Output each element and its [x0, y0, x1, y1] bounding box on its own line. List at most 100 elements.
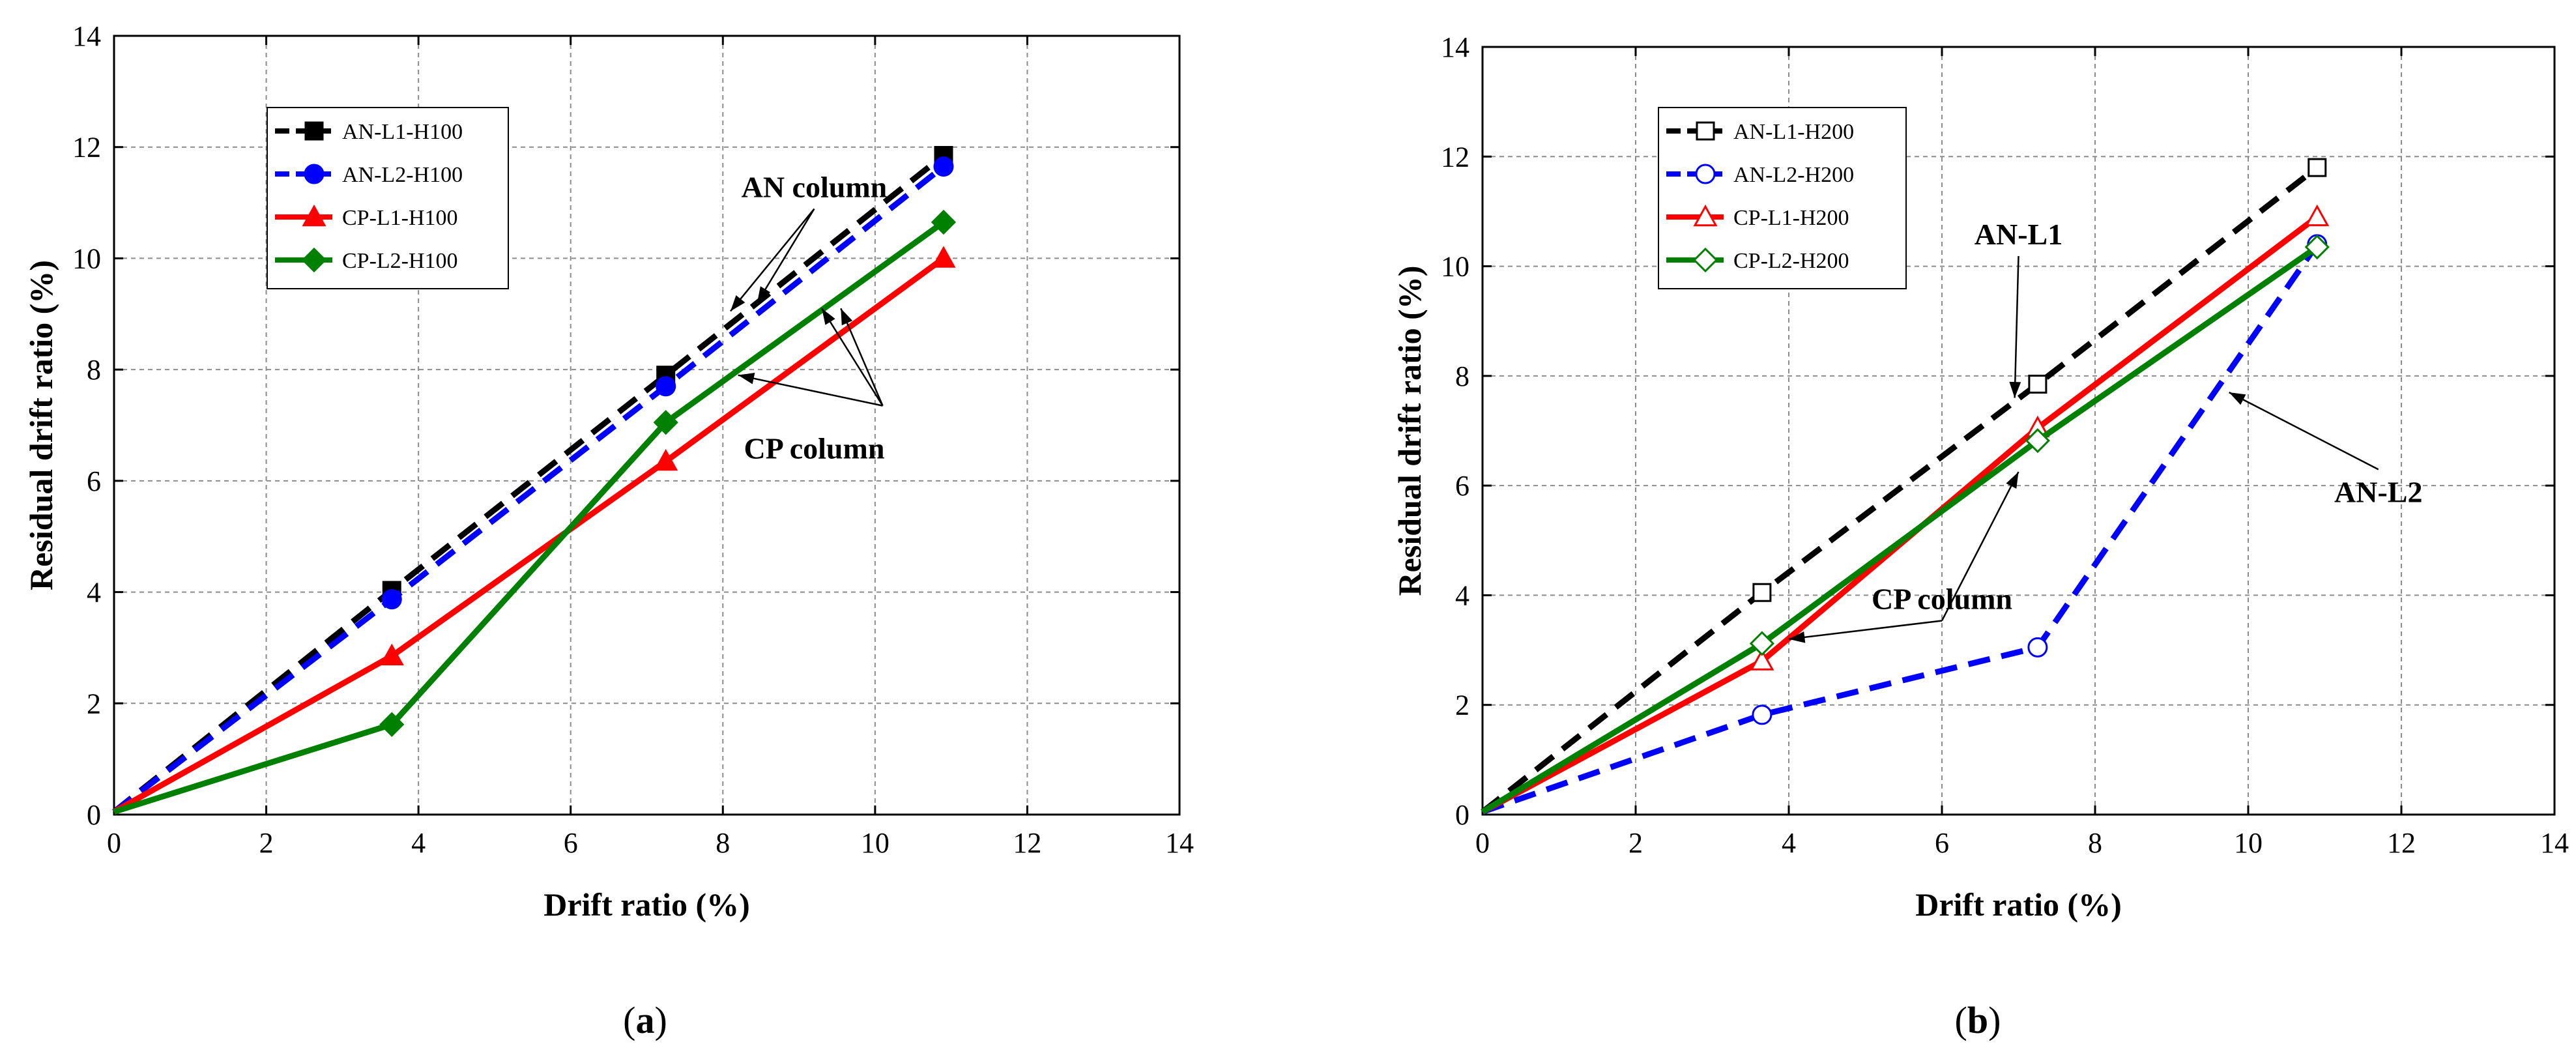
- annotation-arrowhead: [2009, 381, 2021, 398]
- data-point: [381, 589, 402, 610]
- x-tick-label: 12: [1013, 827, 1041, 859]
- data-point: [379, 712, 405, 737]
- series-an-l1-h100: [112, 146, 953, 815]
- legend-label: CP-L1-H100: [342, 206, 458, 230]
- series-an-l2-h200: [1481, 234, 2328, 815]
- annotation-arrow: [2014, 255, 2019, 398]
- y-tick-label: 6: [1455, 470, 1469, 502]
- annotation: CP column: [738, 308, 884, 465]
- legend: AN-L1-H200 AN-L2-H200 CP-L1-H200 CP-L2-H200: [1658, 107, 1907, 289]
- annotation: AN-L1: [1975, 218, 2062, 398]
- y-tick-label: 8: [1455, 360, 1469, 392]
- annotation-text: CP column: [1872, 582, 2012, 615]
- axes: 0 2 4 6 8 10 12 14 0 2 4 6 8 10 12 14: [72, 20, 1194, 859]
- series-line: [1481, 242, 2320, 815]
- y-tick-label: 10: [72, 242, 101, 274]
- series-line: [1481, 244, 2319, 815]
- series-line: [112, 255, 946, 815]
- data-point: [2027, 637, 2048, 658]
- annotation-arrowhead: [730, 295, 745, 311]
- legend-label: AN-L2-H100: [342, 163, 463, 187]
- legend-item: CP-L1-H200: [1666, 204, 1849, 230]
- annotation-arrowhead: [738, 373, 755, 384]
- annotation-arrow: [840, 308, 884, 407]
- y-tick-label: 2: [87, 688, 101, 719]
- x-tick-label: 10: [2234, 827, 2263, 859]
- y-tick-label: 12: [1441, 141, 1469, 173]
- y-tick-label: 0: [87, 799, 101, 831]
- legend-item: CP-L2-H100: [275, 247, 458, 273]
- annotation-arrowhead: [2229, 392, 2246, 405]
- legend-label: CP-L2-H100: [342, 249, 458, 273]
- annotation-arrowhead: [841, 308, 853, 326]
- series-cp-l2-h100: [113, 209, 957, 815]
- annotation-arrowhead: [1789, 631, 1806, 643]
- annotation: AN-L2: [2229, 391, 2422, 508]
- annotation-arrow: [821, 308, 884, 407]
- annotation-arrow: [729, 208, 815, 312]
- annotation-text: AN-L1: [1975, 218, 2062, 251]
- annotation-text: CP column: [744, 432, 884, 465]
- panel-label: (a): [623, 999, 667, 1041]
- y-tick-label: 10: [1441, 251, 1469, 283]
- legend-swatch-marker: [304, 164, 325, 184]
- x-tick-label: 0: [107, 827, 121, 859]
- y-tick-label: 2: [1455, 689, 1469, 721]
- annotation-arrow: [756, 208, 815, 304]
- data-point: [2304, 235, 2330, 260]
- series-line: [1481, 165, 2319, 815]
- data-point: [933, 156, 954, 177]
- axes: 0 2 4 6 8 10 12 14 0 2 4 6 8 10 12 14: [1441, 31, 2569, 859]
- legend-label: CP-L2-H200: [1733, 249, 1849, 273]
- panel-label: (b): [1955, 999, 2001, 1041]
- grid-lines: [1483, 47, 2554, 815]
- x-tick-label: 14: [1165, 827, 1194, 859]
- x-tick-label: 0: [1475, 827, 1490, 859]
- legend-item: AN-L2-H200: [1666, 163, 1854, 187]
- legend-item: CP-L1-H100: [275, 204, 458, 230]
- y-tick-label: 4: [1455, 579, 1469, 611]
- y-tick-label: 8: [87, 354, 101, 386]
- legend-label: AN-L1-H100: [342, 120, 463, 144]
- x-tick-label: 6: [564, 827, 578, 859]
- data-point: [1750, 648, 1774, 671]
- annotation-arrowhead: [822, 308, 835, 325]
- y-tick-label: 14: [72, 20, 101, 52]
- annotation-text: AN-L2: [2334, 475, 2422, 508]
- y-tick-label: 12: [72, 132, 101, 164]
- y-tick-label: 14: [1441, 31, 1469, 63]
- annotation-arrowhead: [2006, 472, 2019, 489]
- annotation: AN column: [729, 171, 887, 312]
- x-tick-label: 12: [2387, 827, 2416, 859]
- panel-label-open: (: [1955, 999, 1967, 1041]
- legend-swatch-marker: [301, 247, 327, 273]
- series-line: [113, 220, 946, 815]
- y-tick-label: 0: [1455, 799, 1469, 831]
- legend-swatch-marker: [302, 204, 326, 227]
- legend-item: AN-L1-H100: [275, 120, 463, 144]
- x-axis-title: Drift ratio (%): [543, 886, 750, 923]
- data-point: [653, 410, 678, 435]
- legend-label: CP-L1-H200: [1733, 206, 1849, 230]
- chart-panel-b: 0 2 4 6 8 10 12 14 0 2 4 6 8 10 12 14 Drift ratio (%) Res…: [1391, 31, 2569, 1041]
- annotation-arrow: [1941, 471, 2019, 622]
- plot-frame: [113, 35, 1181, 816]
- panel-label-close: ): [1988, 999, 2001, 1041]
- data-point: [2025, 428, 2050, 454]
- x-tick-label: 10: [861, 827, 890, 859]
- panel-label-letter: b: [1967, 999, 1988, 1041]
- series-line: [112, 152, 946, 815]
- y-axis-title: Residual drift ratio (%): [23, 260, 59, 590]
- legend-label: AN-L1-H200: [1733, 120, 1854, 144]
- data-point: [2028, 374, 2048, 394]
- x-tick-label: 8: [716, 827, 730, 859]
- x-tick-label: 4: [1782, 827, 1796, 859]
- series-line: [1481, 214, 2319, 815]
- annotation: CP column: [1788, 471, 2019, 643]
- x-tick-label: 4: [411, 827, 426, 859]
- series-cp-l1-h100: [112, 246, 956, 815]
- plot-frame: [1481, 46, 2556, 816]
- x-tick-label: 2: [1628, 827, 1643, 859]
- series-an-l2-h100: [112, 156, 954, 815]
- annotation-arrow: [2229, 391, 2379, 471]
